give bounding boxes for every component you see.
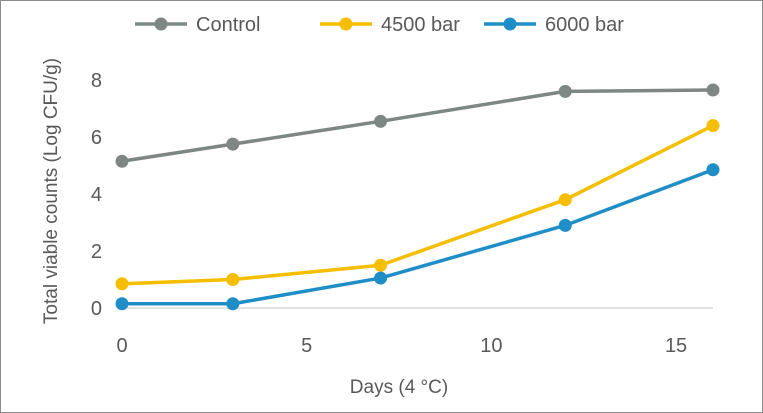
legend-marker (154, 17, 168, 31)
x-axis-title: Days (4 °C) (350, 377, 448, 398)
data-point-control (374, 114, 388, 128)
series-line-control (121, 88, 714, 163)
y-axis-title: Total viable counts (Log CFU/g) (41, 58, 62, 324)
legend-item-control: Control (135, 14, 260, 36)
data-point-6000-bar (374, 271, 388, 285)
x-tick-label: 10 (480, 335, 502, 357)
data-point-4500-bar (226, 273, 240, 286)
data-point-control (558, 84, 572, 98)
y-tick-label: 4 (91, 184, 102, 206)
legend-label: 6000 bar (545, 14, 624, 36)
series-6000-bar (115, 163, 720, 311)
x-tick-label: 5 (301, 335, 312, 357)
legend-label: Control (196, 14, 260, 36)
x-tick-label: 0 (116, 335, 127, 357)
legend-item-6000-bar: 6000 bar (484, 14, 624, 36)
legend-marker (339, 17, 353, 31)
series-4500-bar (115, 119, 720, 291)
axes: 0 2 4 6 8 0 5 10 15 (91, 70, 713, 357)
y-tick-label: 6 (91, 127, 102, 149)
data-point-6000-bar (115, 297, 129, 311)
data-point-4500-bar (558, 193, 572, 207)
y-tick-label: 8 (91, 70, 102, 92)
series-line-6000-bar (122, 168, 714, 306)
data-point-control (115, 154, 129, 168)
data-point-4500-bar (115, 277, 129, 291)
data-point-4500-bar (706, 119, 720, 133)
data-point-control (226, 137, 240, 151)
data-point-6000-bar (226, 297, 240, 311)
data-point-6000-bar (558, 218, 572, 232)
legend-label: 4500 bar (381, 14, 460, 36)
legend-marker (503, 17, 517, 31)
x-tick-label: 15 (665, 335, 687, 357)
data-point-control (706, 83, 720, 97)
legend: Control 4500 bar 6000 bar (135, 14, 624, 36)
y-tick-label: 2 (91, 241, 102, 263)
y-tick-label: 0 (91, 298, 102, 320)
legend-item-4500-bar: 4500 bar (320, 14, 460, 36)
series-layer (115, 83, 720, 311)
data-point-6000-bar (706, 163, 720, 177)
data-point-4500-bar (374, 258, 388, 272)
series-control (115, 83, 720, 168)
